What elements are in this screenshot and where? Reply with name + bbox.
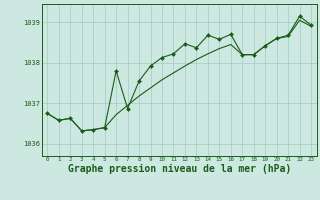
X-axis label: Graphe pression niveau de la mer (hPa): Graphe pression niveau de la mer (hPa) <box>68 164 291 174</box>
